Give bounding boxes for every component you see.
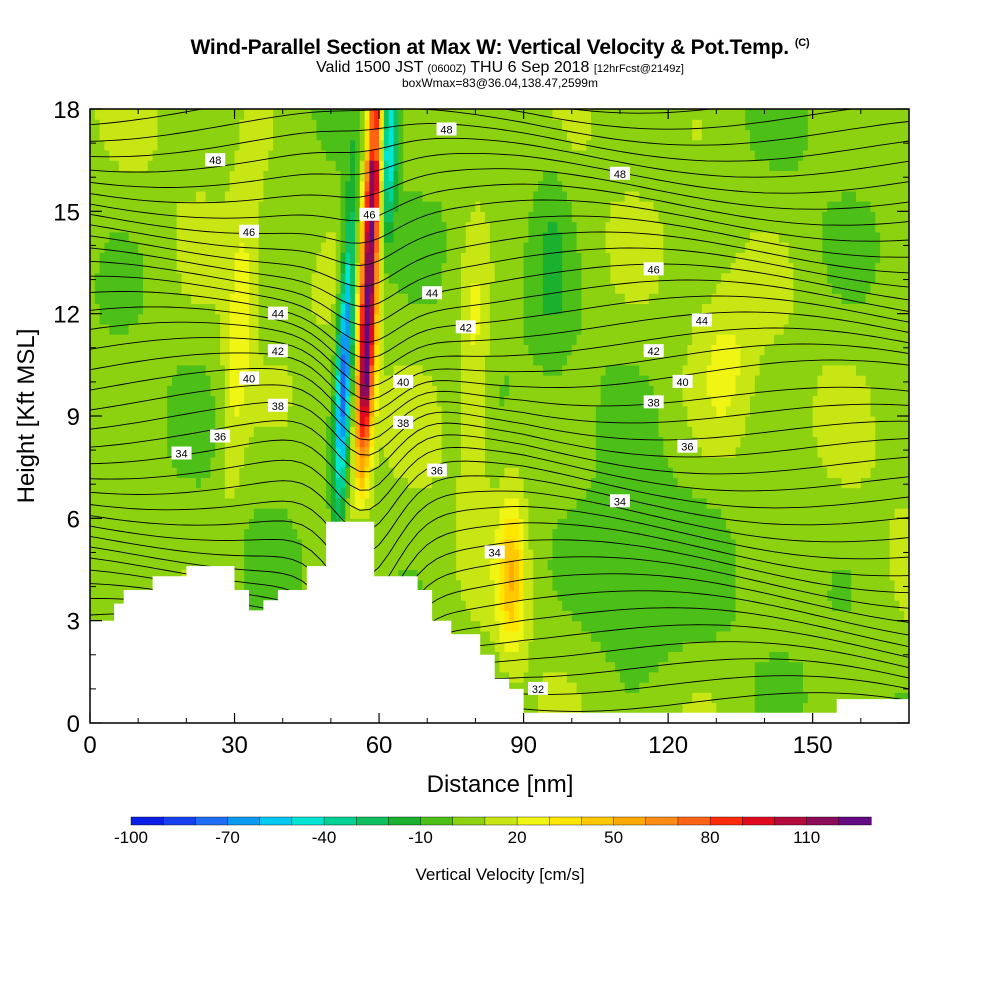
colorbar-swatch bbox=[581, 816, 615, 826]
colorbar-swatch bbox=[259, 816, 293, 826]
x-axis-label: Distance [nm] bbox=[427, 771, 574, 798]
valid-time-prefix: Valid 1500 JST bbox=[316, 59, 424, 76]
contour-label: 48 bbox=[609, 166, 630, 181]
valid-date: THU 6 Sep 2018 bbox=[470, 59, 590, 76]
contour-label: 40 bbox=[672, 374, 693, 389]
contour-label: 34 bbox=[484, 545, 505, 559]
y-tick-label: 15 bbox=[53, 199, 909, 226]
x-tick-label: 90 bbox=[510, 109, 537, 759]
valid-time-line: Valid 1500 JST (0600Z) THU 6 Sep 2018 [1… bbox=[0, 59, 1000, 77]
y-tick-label: 9 bbox=[67, 404, 909, 431]
y-tick-label: 12 bbox=[53, 302, 909, 329]
chart-title-text: Wind-Parallel Section at Max W: Vertical… bbox=[190, 36, 790, 59]
contour-label: 36 bbox=[210, 429, 231, 443]
y-axis-label: Height [Kft MSL] bbox=[13, 329, 40, 504]
colorbar-swatch bbox=[677, 816, 711, 826]
colorbar-swatch bbox=[130, 816, 164, 826]
contour-label: 46 bbox=[238, 224, 259, 239]
contour-label: 32 bbox=[528, 681, 549, 696]
contour-label: 38 bbox=[267, 398, 288, 413]
colorbar-swatch bbox=[484, 816, 518, 826]
contour-label: 36 bbox=[426, 463, 447, 478]
colorbar-swatch bbox=[838, 816, 872, 826]
colorbar-swatch bbox=[452, 816, 486, 826]
contour-label: 34 bbox=[171, 446, 192, 461]
contour-labels: 32 34 34 34 36 36 36 38 38 38 40 40 40 42 42 42 44 44 44 46… bbox=[171, 122, 712, 696]
colorbar-tick-label: 80 bbox=[701, 828, 720, 847]
colorbar-swatch bbox=[709, 816, 743, 826]
contour-label: 40 bbox=[393, 374, 414, 389]
contour-label: 44 bbox=[267, 306, 288, 321]
y-tick-label: 6 bbox=[67, 506, 909, 533]
y-tick-label: 3 bbox=[67, 609, 909, 636]
colorbar-swatch bbox=[742, 816, 776, 826]
contour-label: 34 bbox=[609, 494, 630, 508]
contour-label: 38 bbox=[393, 415, 414, 430]
colorbar-label: Vertical Velocity [cm/s] bbox=[415, 865, 584, 884]
colorbar-swatch bbox=[227, 816, 261, 826]
colorbar-swatch bbox=[516, 816, 550, 826]
x-tick-label: 60 bbox=[366, 109, 392, 759]
contour-label: 42 bbox=[455, 320, 476, 334]
valid-time-utc: (0600Z) bbox=[427, 63, 467, 75]
colorbar-tick-label: 50 bbox=[604, 828, 623, 847]
colorbar-tick-label: 20 bbox=[508, 828, 527, 847]
x-tick-label: 0 bbox=[83, 109, 97, 759]
contour-label: 46 bbox=[359, 207, 380, 222]
contour-label: 48 bbox=[205, 153, 226, 167]
x-tick-label: 30 bbox=[221, 109, 248, 759]
colorbar-swatch bbox=[613, 816, 647, 826]
contour-label: 36 bbox=[677, 439, 698, 454]
colorbar-tick-label: -10 bbox=[408, 828, 433, 847]
theta-contours bbox=[90, 109, 909, 723]
colorbar-swatch bbox=[356, 816, 389, 826]
contour-label: 42 bbox=[643, 344, 664, 358]
colorbar-swatch bbox=[162, 816, 196, 826]
terrain-shape bbox=[90, 521, 909, 723]
copyright-mark: (C) bbox=[794, 37, 810, 49]
colorbar-swatch bbox=[774, 816, 808, 826]
contour-label: 44 bbox=[422, 286, 443, 300]
colorbar: -100 -70 -40 -10 20 50 80 110 bbox=[114, 816, 872, 847]
colorbar-swatch bbox=[806, 816, 840, 826]
colorbar-tick-label: -100 bbox=[114, 828, 148, 847]
forecast-info: [12hrFcst@2149z] bbox=[593, 63, 684, 75]
colorbar-swatch bbox=[645, 816, 679, 826]
contour-label: 44 bbox=[691, 313, 712, 327]
colorbar-swatch bbox=[291, 816, 325, 826]
colorbar-swatch bbox=[388, 816, 422, 826]
colorbar-swatch bbox=[195, 816, 229, 826]
chart-title: Wind-Parallel Section at Max W: Vertical… bbox=[0, 36, 1000, 60]
colorbar-swatch bbox=[323, 816, 357, 826]
colorbar-tick-label: -70 bbox=[215, 828, 240, 847]
colorbar-swatch bbox=[549, 816, 583, 826]
y-tick-label: 18 bbox=[53, 97, 909, 124]
contour-label: 46 bbox=[643, 262, 664, 276]
x-tick-label: 150 bbox=[793, 109, 833, 759]
contour-label: 38 bbox=[643, 395, 664, 409]
colorbar-swatch bbox=[420, 816, 454, 826]
colorbar-tick-label: -40 bbox=[312, 828, 337, 847]
contour-label: 40 bbox=[238, 371, 259, 385]
contour-label: 42 bbox=[267, 344, 288, 358]
x-tick-label: 120 bbox=[648, 109, 688, 759]
box-info-line: boxWmax=83@36.04,138.47,2599m bbox=[402, 76, 598, 90]
y-tick-label: 0 bbox=[67, 711, 909, 738]
contour-label: 48 bbox=[436, 122, 457, 136]
colorbar-tick-label: 110 bbox=[793, 828, 820, 847]
terrain-mask bbox=[90, 521, 909, 723]
